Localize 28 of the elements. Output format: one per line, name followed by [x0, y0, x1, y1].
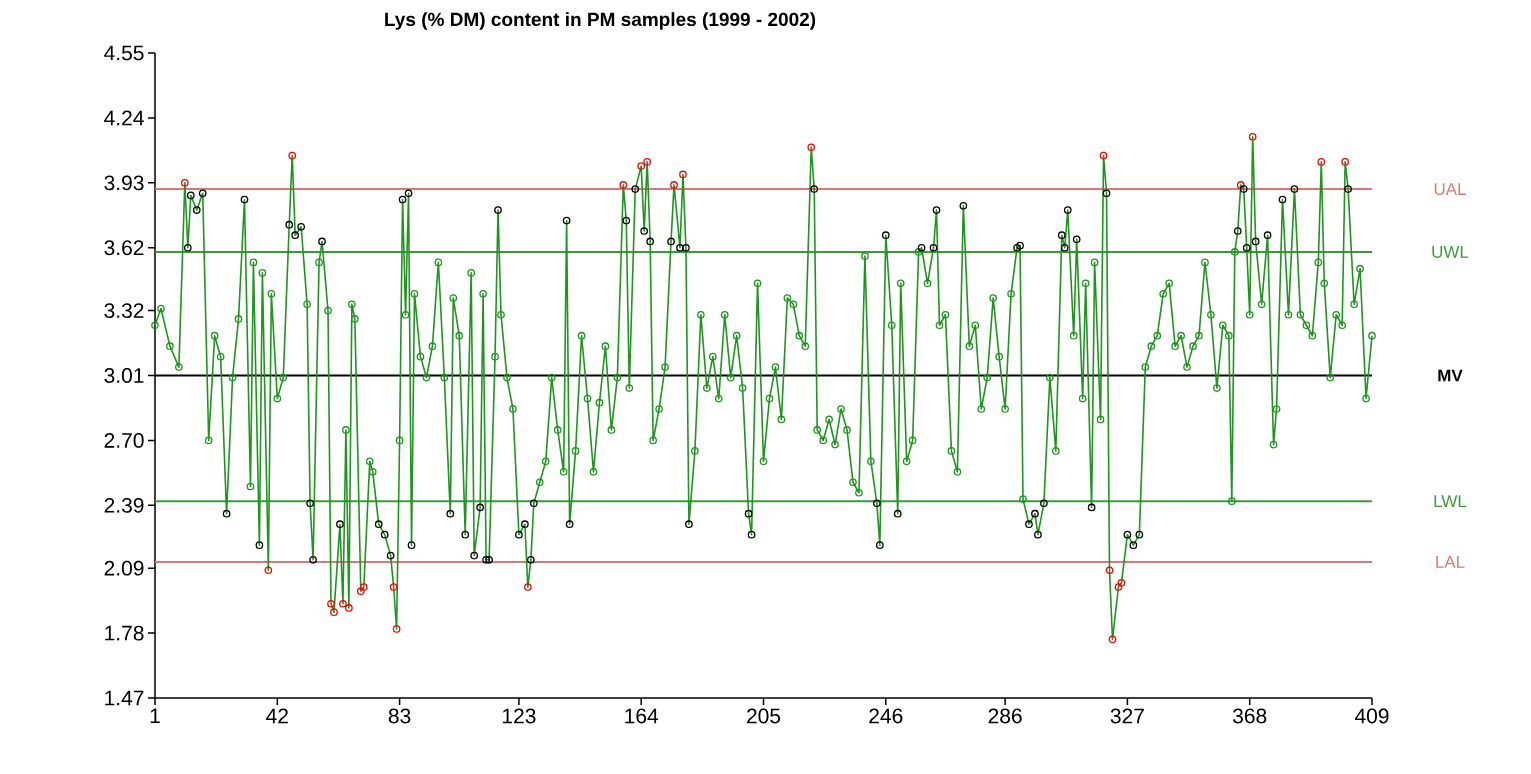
y-tick-label: 3.93: [104, 175, 144, 191]
y-tick-label: 2.39: [104, 497, 144, 513]
ref-line-label: UWL: [1432, 246, 1469, 258]
chart-title: Lys (% DM) content in PM samples (1999 - 2002): [385, 12, 816, 30]
y-tick-label: 1.78: [105, 625, 144, 641]
ref-line-label: MV: [1438, 369, 1463, 382]
x-tick-label: 1: [150, 708, 160, 723]
x-tick-label: 246: [869, 708, 903, 724]
x-tick-label: 42: [266, 708, 288, 724]
y-tick-label: 3.01: [104, 368, 144, 383]
x-tick-label: 164: [625, 708, 659, 724]
x-tick-label: 327: [1110, 708, 1144, 724]
x-tick-label: 83: [388, 708, 411, 724]
y-tick-label: 3.62: [104, 240, 144, 256]
y-tick-label: 2.70: [104, 432, 144, 448]
ref-line-label: UAL: [1434, 183, 1466, 196]
x-tick-label: 409: [1354, 708, 1389, 724]
y-tick-label: 2.09: [104, 560, 144, 576]
x-tick-label: 368: [1232, 708, 1267, 724]
x-tick-label: 286: [988, 708, 1022, 724]
ref-line-label: LWL: [1434, 495, 1467, 507]
y-tick-label: 1.47: [105, 690, 144, 706]
y-tick-label: 4.55: [104, 45, 144, 61]
ref-line-label: LAL: [1436, 556, 1465, 568]
x-tick-label: 123: [502, 708, 536, 724]
y-tick-label: 3.32: [104, 303, 144, 319]
x-tick-label: 205: [747, 708, 781, 724]
y-tick-label: 4.24: [104, 110, 144, 126]
